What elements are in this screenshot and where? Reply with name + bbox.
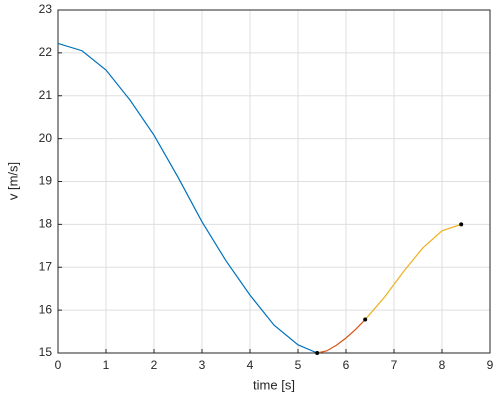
x-tick-label: 3 [199, 358, 206, 372]
x-tick-label: 1 [103, 358, 110, 372]
line [57, 42, 318, 354]
x-tick-label: 7 [391, 358, 398, 372]
x-tick-label: 5 [295, 358, 302, 372]
y-tick-label: 21 [39, 88, 53, 102]
y-tick-label: 16 [39, 302, 53, 316]
y-tick-label: 19 [39, 174, 53, 188]
y-tick-label: 22 [39, 45, 53, 59]
line [317, 319, 366, 354]
point [459, 222, 464, 227]
x-tick-label: 0 [55, 358, 62, 372]
x-tick-label: 4 [247, 358, 254, 372]
x-tick-label: 8 [439, 358, 446, 372]
line [364, 223, 462, 320]
y-tick-label: 15 [39, 345, 53, 359]
y-tick-label: 17 [39, 259, 53, 273]
x-tick-label: 6 [343, 358, 350, 372]
x-tick-label: 2 [151, 358, 158, 372]
point [363, 317, 368, 322]
point [315, 351, 320, 355]
x-axis-label: time [s] [253, 377, 295, 392]
axes-box [57, 9, 491, 354]
y-tick-label: 18 [39, 217, 53, 231]
y-tick-label: 23 [39, 2, 53, 16]
x-tick-label: 9 [487, 358, 494, 372]
y-axis-label: v [m/s] [5, 162, 20, 200]
y-tick-label: 20 [39, 131, 53, 145]
